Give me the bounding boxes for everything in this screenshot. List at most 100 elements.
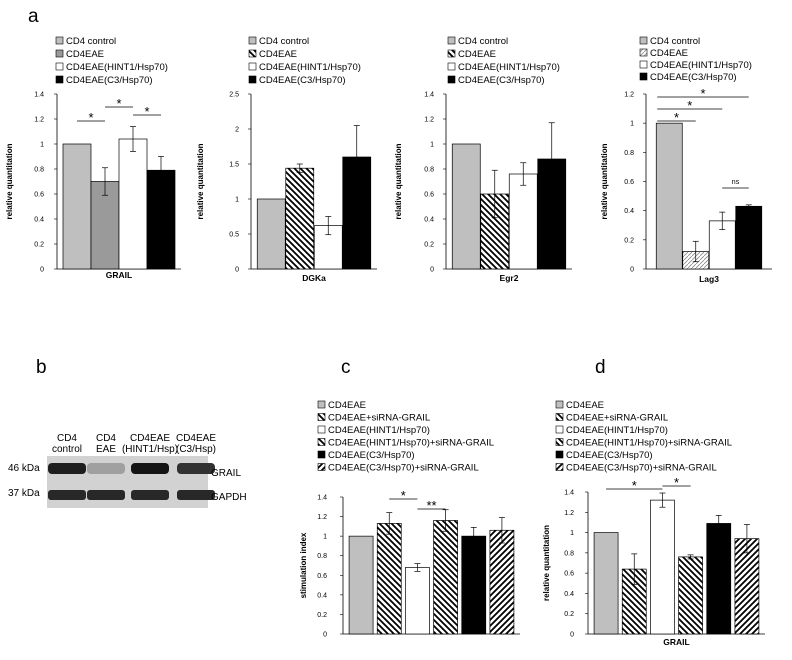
legend-label: CD4EAE(C3/Hsp70) (566, 450, 653, 461)
y-tick-label: 2 (235, 127, 239, 134)
legend-swatch (447, 62, 456, 71)
y-tick-label: 1.2 (34, 117, 44, 124)
y-tick-label: 0.2 (624, 237, 634, 244)
y-tick-label: 0.4 (317, 592, 327, 599)
y-tick-label: 1.2 (564, 510, 574, 517)
legend-label: CD4EAE(HINT1/Hsp70) (458, 62, 560, 73)
legend-swatch (317, 413, 326, 421)
y-tick-label: 0.4 (424, 217, 434, 224)
western-blot: CD4 control CD4 EAE CD4EAE (HINT1/Hsp) C… (8, 433, 247, 508)
significance-label: * (401, 488, 406, 503)
bar (62, 143, 92, 270)
y-tick-label: 0 (323, 632, 327, 639)
significance-label: ns (732, 179, 740, 186)
grail-band (87, 463, 125, 474)
y-tick-label: 0.4 (34, 217, 44, 224)
y-tick-label: 1.4 (564, 490, 574, 497)
legend-label: CD4EAE(HINT1/Hsp70) (328, 425, 430, 436)
legend-swatch (317, 425, 326, 434)
egr2-chart: CD4 control CD4EAE CD4EAE(HINT1/Hsp70) CD4E… (394, 36, 572, 283)
blot-lane-label-3a: CD4EAE (130, 433, 170, 444)
y-tick-label: 0.5 (229, 232, 239, 239)
significance-label: * (116, 96, 121, 111)
legend-label: CD4 control (650, 36, 700, 47)
panel-label-c: c (341, 357, 351, 378)
lag3-chart: CD4 controlCD4EAECD4EAE(HINT1/Hsp70)CD4E… (600, 36, 772, 284)
legend-swatch (248, 49, 257, 58)
legend-swatch (555, 425, 564, 434)
panel-label-a: a (28, 6, 39, 27)
legend-label: CD4 control (458, 36, 508, 47)
legend-swatch (555, 413, 564, 421)
y-tick-label: 1.4 (317, 495, 327, 502)
bar (348, 535, 374, 635)
bar (508, 173, 538, 270)
y-tick-label: 0.8 (564, 550, 574, 557)
bar (256, 198, 286, 270)
panel-label-d: d (595, 357, 606, 378)
y-axis-label: relative quantitation (394, 143, 403, 219)
x-axis-label: GRAIL (663, 637, 689, 647)
legend-swatch (55, 75, 64, 84)
legend-label: CD4EAE(HINT1/Hsp70) (66, 62, 168, 73)
y-tick-label: 1.4 (34, 92, 44, 99)
y-tick-label: 0.2 (564, 611, 574, 618)
x-axis-label: GRAIL (106, 270, 132, 280)
y-tick-label: 1 (40, 142, 44, 149)
legend-swatch (447, 49, 456, 58)
legend-label: CD4EAE (566, 400, 604, 411)
legend-swatch (55, 49, 64, 58)
legend-swatch (447, 36, 456, 45)
blot-lane-label-4b: (C3/Hsp) (176, 444, 216, 455)
legend-swatch (639, 48, 648, 57)
legend-swatch (248, 62, 257, 71)
x-axis-label: DGKa (302, 273, 326, 283)
legend-swatch (555, 450, 564, 459)
y-tick-label: 1.2 (624, 92, 634, 99)
legend-swatch (639, 60, 648, 69)
legend-label: CD4EAE(HINT1/Hsp70) (650, 60, 752, 71)
legend-swatch (447, 75, 456, 84)
legend-label: CD4EAE (650, 48, 688, 59)
y-tick-label: 0 (235, 267, 239, 274)
y-tick-label: 2.5 (229, 92, 239, 99)
y-tick-label: 1.5 (229, 162, 239, 169)
legend-swatch (555, 400, 564, 409)
grail-knockdown-chart: CD4EAECD4EAE+siRNA-GRAILCD4EAE(HINT1/Hsp… (542, 400, 765, 647)
blot-lane-label-2b: EAE (96, 444, 116, 455)
legend-label: CD4EAE (66, 49, 104, 60)
y-tick-label: 0 (570, 632, 574, 639)
y-tick-label: 1 (430, 142, 434, 149)
significance-label: ** (426, 498, 436, 513)
y-axis-label: relative quantitation (5, 143, 14, 219)
y-tick-label: 0.6 (317, 573, 327, 580)
legend-label: CD4EAE+siRNA-GRAIL (328, 413, 430, 424)
bar (655, 122, 683, 270)
bar (735, 205, 763, 270)
bar (734, 538, 760, 635)
stimulation-index-chart: CD4EAE CD4EAE+siRNA-GRAILCD4EAE(HINT1/Hsp… (299, 400, 520, 639)
significance-label: * (687, 98, 692, 113)
y-tick-label: 1 (570, 530, 574, 537)
grail-chart: CD4 control CD4EAE CD4EAE(HINT1/Hsp70) CD4E… (5, 36, 181, 280)
marker-gapdh: 37 kDa (8, 488, 40, 499)
bar (678, 556, 703, 635)
panel-label-b: b (36, 357, 47, 378)
legend-label: CD4EAE(C3/Hsp70)+siRNA-GRAIL (328, 463, 479, 474)
bar (461, 535, 487, 635)
x-axis-label: Egr2 (500, 273, 519, 283)
significance-label: * (674, 110, 679, 125)
bar (376, 523, 402, 635)
blot-bands (48, 463, 215, 500)
y-tick-label: 0.4 (564, 591, 574, 598)
y-tick-label: 1 (630, 121, 634, 128)
legend-label: CD4EAE(C3/Hsp70) (66, 75, 153, 86)
legend-label: CD4 control (259, 36, 309, 47)
protein-gapdh: GAPDH (211, 492, 247, 503)
y-tick-label: 0.8 (34, 167, 44, 174)
legend-label: CD4EAE(C3/Hsp70) (259, 75, 346, 86)
bar (593, 532, 619, 635)
legend-label: CD4EAE (328, 400, 366, 411)
y-tick-label: 0.4 (624, 208, 634, 215)
